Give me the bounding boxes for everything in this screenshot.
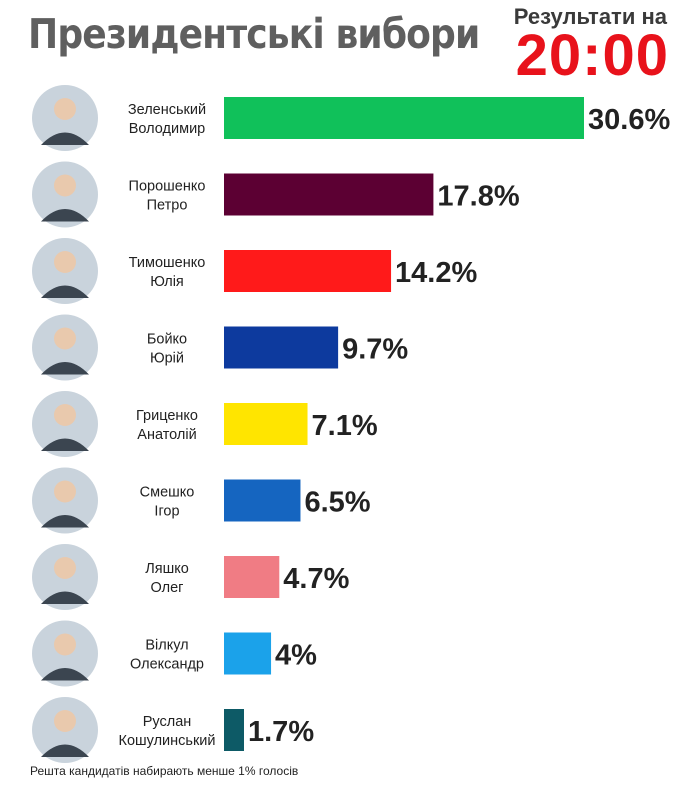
avatar-face xyxy=(54,633,76,656)
value-label: 6.5% xyxy=(304,487,370,519)
page-title: Президентські вибори xyxy=(28,10,480,58)
candidate-given-name: Олександр xyxy=(130,657,204,673)
bar xyxy=(224,709,244,751)
bar xyxy=(224,97,584,139)
avatar-shoulders xyxy=(41,209,89,222)
avatar-shoulders xyxy=(41,285,89,298)
avatar-face xyxy=(54,404,76,426)
value-label: 7.1% xyxy=(312,410,378,442)
candidate-given-name: Юлія xyxy=(150,274,184,290)
bar xyxy=(224,556,280,598)
avatar-face xyxy=(54,480,76,503)
bar xyxy=(224,173,434,216)
avatar-face xyxy=(54,98,76,120)
bar xyxy=(224,479,301,522)
avatar-shoulders xyxy=(41,515,89,528)
candidate-surname: Зеленський xyxy=(128,102,206,118)
avatar-face xyxy=(54,174,76,197)
value-label: 9.7% xyxy=(342,334,408,366)
avatar-shoulders xyxy=(41,744,89,757)
results-time: 20:00 xyxy=(515,23,669,88)
candidate-surname: Смешко xyxy=(140,485,195,501)
avatar-shoulders xyxy=(41,362,89,375)
candidate-given-name: Ігор xyxy=(154,504,179,520)
value-label: 30.6% xyxy=(588,104,670,136)
bar xyxy=(224,250,392,292)
value-label: 1.7% xyxy=(248,716,314,748)
candidate-surname: Тимошенко xyxy=(129,255,206,271)
bar xyxy=(224,326,339,369)
candidate-given-name: Юрій xyxy=(150,351,184,367)
candidate-surname: Вілкул xyxy=(145,638,188,654)
value-label: 17.8% xyxy=(437,181,519,213)
bar xyxy=(224,403,308,445)
value-label: 4% xyxy=(275,640,317,672)
value-label: 14.2% xyxy=(395,257,477,289)
avatar-face xyxy=(54,557,76,579)
avatar-face xyxy=(54,327,76,350)
avatar-face xyxy=(54,251,76,273)
avatar-shoulders xyxy=(41,668,89,681)
candidate-given-name: Анатолій xyxy=(137,427,196,443)
candidate-given-name: Петро xyxy=(147,198,188,214)
avatar-shoulders xyxy=(41,591,89,604)
footnote: Решта кандидатів набирають менше 1% голо… xyxy=(30,764,299,778)
bar xyxy=(224,632,272,675)
value-label: 4.7% xyxy=(283,563,349,595)
avatar-face xyxy=(54,710,76,732)
results-label: Результати на xyxy=(513,4,667,29)
candidate-surname: Бойко xyxy=(147,332,187,348)
candidate-surname: Гриценко xyxy=(136,408,198,424)
candidate-given-name: Олег xyxy=(151,580,184,596)
candidate-given-name: Кошулинський xyxy=(119,733,216,749)
avatar-shoulders xyxy=(41,438,89,451)
avatar-shoulders xyxy=(41,132,89,145)
candidate-surname: Ляшко xyxy=(145,561,189,577)
candidate-surname: Порошенко xyxy=(129,179,206,195)
candidate-surname: Руслан xyxy=(143,714,192,730)
candidate-given-name: Володимир xyxy=(129,121,205,137)
